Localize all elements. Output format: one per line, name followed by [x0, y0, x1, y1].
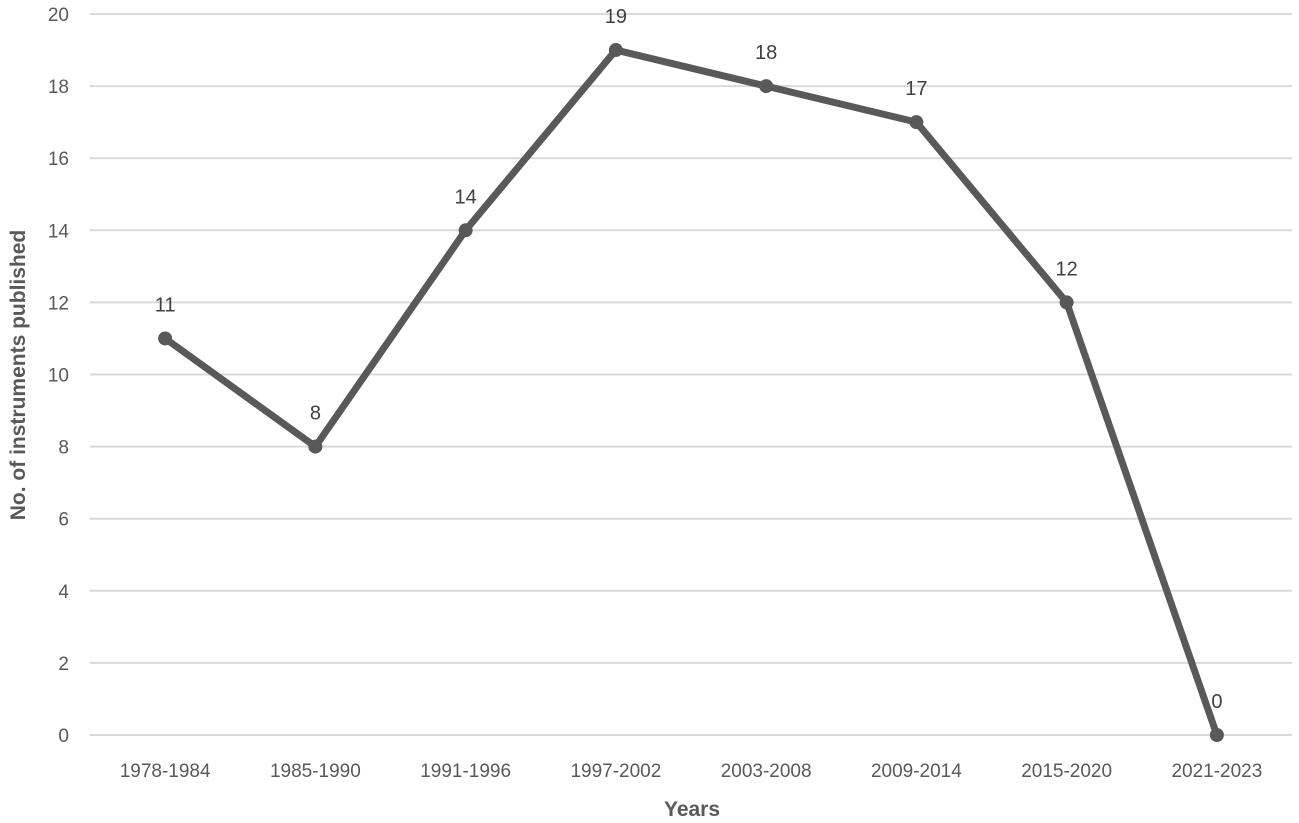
y-tick-label: 6 — [58, 510, 69, 531]
y-tick-label: 4 — [58, 582, 69, 603]
y-tick-label: 8 — [58, 438, 69, 459]
y-tick-label: 10 — [48, 366, 69, 387]
x-tick-label: 2015-2020 — [1021, 761, 1112, 782]
y-tick-label: 20 — [48, 5, 69, 26]
data-label: 19 — [605, 6, 627, 28]
x-tick-label: 1991-1996 — [420, 761, 511, 782]
x-tick-label: 1985-1990 — [270, 761, 361, 782]
x-tick-label: 1997-2002 — [570, 761, 661, 782]
data-point — [759, 79, 774, 94]
data-label: 8 — [310, 403, 321, 425]
data-point — [909, 115, 924, 130]
x-tick-label: 2003-2008 — [721, 761, 812, 782]
y-axis-title: No. of instruments published — [7, 230, 30, 521]
y-tick-label: 16 — [48, 149, 69, 170]
x-axis-ticks: 1978-1984 1985-1990 1991-1996 1997-2002 2003… — [120, 761, 1263, 782]
data-label: 17 — [905, 78, 927, 100]
y-tick-label: 0 — [58, 726, 69, 747]
y-tick-label: 18 — [48, 77, 69, 98]
data-point — [608, 43, 623, 58]
y-tick-label: 14 — [48, 221, 70, 242]
data-label: 11 — [155, 294, 176, 316]
x-tick-label: 2021-2023 — [1171, 761, 1262, 782]
data-point — [1209, 728, 1224, 742]
data-label: 0 — [1211, 691, 1222, 713]
x-axis-title: Years — [664, 798, 720, 821]
data-label: 12 — [1056, 258, 1078, 280]
series-line — [161, 46, 1221, 739]
series-layer — [158, 43, 1224, 742]
data-point — [308, 439, 323, 454]
data-label: 14 — [455, 186, 477, 208]
data-point — [1059, 295, 1074, 310]
x-tick-label: 1978-1984 — [120, 761, 211, 782]
y-axis-ticks: 0 2 4 6 8 10 12 14 16 18 20 — [48, 5, 70, 747]
data-labels: 11 8 14 19 18 17 12 0 — [155, 6, 1223, 713]
data-point — [458, 223, 473, 238]
data-point — [158, 331, 173, 346]
y-tick-label: 2 — [58, 654, 69, 675]
y-tick-label: 12 — [48, 293, 69, 314]
gridlines — [90, 13, 1292, 736]
x-tick-label: 2009-2014 — [871, 761, 962, 782]
data-label: 18 — [755, 42, 777, 64]
